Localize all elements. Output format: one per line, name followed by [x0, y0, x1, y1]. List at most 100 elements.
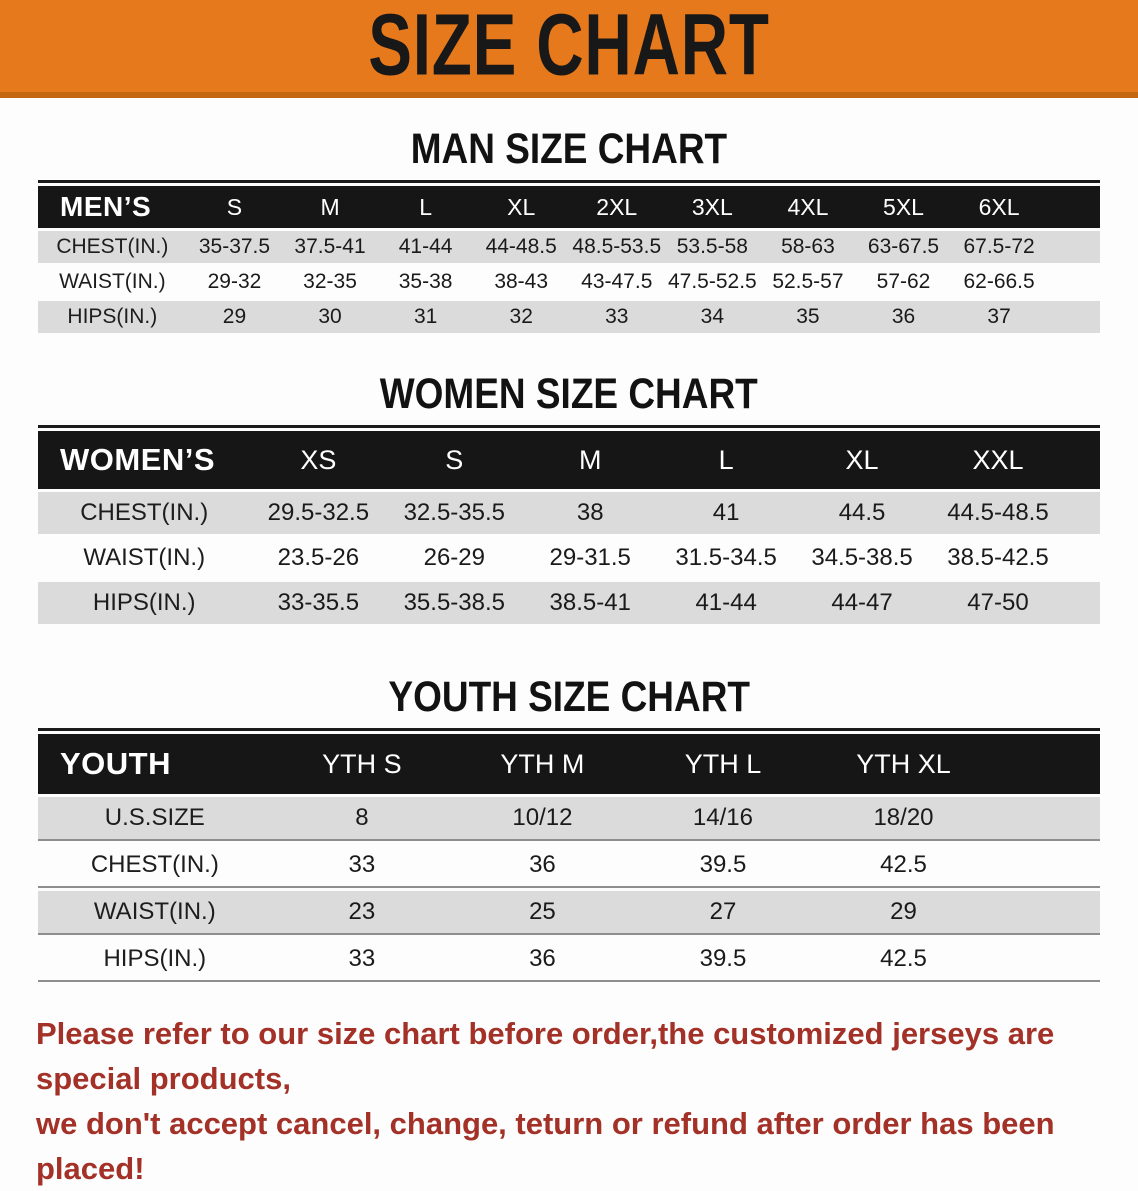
- table-cell: 14/16: [632, 797, 814, 841]
- size-column-header: XXL: [930, 431, 1066, 489]
- size-column-header: 2XL: [568, 186, 665, 228]
- table-cell: 29.5-32.5: [250, 492, 387, 534]
- row-label: WAIST(IN.): [83, 544, 206, 571]
- table-cell: 33-35.5: [250, 582, 387, 624]
- table-cell: 38-43: [494, 270, 549, 293]
- size-column-header: L: [377, 186, 474, 228]
- table-cell: 29-32: [207, 270, 262, 293]
- table-cell: 29-31.5: [549, 544, 631, 571]
- table-cell: 30: [282, 301, 378, 333]
- row-label: CHEST(IN.): [38, 492, 251, 534]
- table-cell: 23: [271, 891, 453, 935]
- table-row: CHEST(IN.) 29.5-32.5 32.5-35.5 38 41 44.…: [38, 492, 1100, 534]
- men-size-table: MEN’S S M L XL 2XL 3XL 4XL 5XL 6XL CHEST…: [38, 180, 1100, 336]
- table-cell: 36: [452, 938, 633, 982]
- table-cell: 44-47: [794, 582, 931, 624]
- table-cell: 62-66.5: [963, 270, 1035, 293]
- table-cell: 53.5-58: [664, 231, 761, 263]
- spacer-cell: [1065, 582, 1100, 624]
- spacer-cell: [993, 938, 1100, 982]
- table-cell: 39.5: [632, 844, 814, 888]
- size-column-header: 6XL: [951, 186, 1047, 228]
- table-header-row: MEN’S S M L XL 2XL 3XL 4XL 5XL 6XL: [38, 186, 1100, 228]
- table-cell: 31: [377, 301, 474, 333]
- table-cell: 33: [271, 938, 453, 982]
- row-label: U.S.SIZE: [38, 797, 272, 841]
- table-cell: 42.5: [813, 938, 994, 982]
- disclaimer: Please refer to our size chart before or…: [36, 1011, 1114, 1191]
- table-cell: 48.5-53.5: [568, 231, 665, 263]
- table-row: HIPS(IN.) 33 36 39.5 42.5: [38, 938, 1100, 982]
- size-column-header: YTH M: [452, 734, 633, 794]
- table-cell: 18/20: [813, 797, 994, 841]
- table-cell: 29: [186, 301, 283, 333]
- size-column-header: M: [522, 431, 659, 489]
- spacer-cell: [1046, 301, 1100, 333]
- spacer-cell: [993, 797, 1100, 841]
- table-cell: 52.5-57: [772, 270, 844, 293]
- table-cell: 47-50: [930, 582, 1066, 624]
- table-cell: 67.5-72: [951, 231, 1047, 263]
- size-column-header: 3XL: [664, 186, 761, 228]
- table-cell: 34.5-38.5: [811, 544, 913, 571]
- table-row: WAIST(IN.) 23 25 27 29: [38, 891, 1100, 935]
- row-label: WAIST(IN.): [38, 891, 272, 935]
- spacer-cell: [1047, 266, 1100, 298]
- table-cell: 37: [951, 301, 1047, 333]
- size-column-header: YTH S: [271, 734, 453, 794]
- table-cell: 31.5-34.5: [675, 544, 777, 571]
- section-title-women-text: WOMEN SIZE CHART: [379, 370, 758, 418]
- table-row: HIPS(IN.) 29 30 31 32 33 34 35 36 37: [38, 301, 1100, 333]
- table-cell: 35-37.5: [186, 231, 283, 263]
- size-column-header: YTH XL: [813, 734, 994, 794]
- section-title-men-text: MAN SIZE CHART: [410, 125, 728, 173]
- row-label: WAIST(IN.): [59, 270, 166, 293]
- spacer-cell: [1065, 492, 1100, 534]
- table-cell: 26-29: [423, 544, 485, 571]
- section-title-youth-text: YOUTH SIZE CHART: [388, 673, 750, 721]
- table-cell: 25: [452, 891, 633, 935]
- table-cell: 38.5-41: [522, 582, 659, 624]
- table-cell: 41-44: [377, 231, 474, 263]
- size-column-header: L: [658, 431, 795, 489]
- row-label: CHEST(IN.): [38, 844, 272, 888]
- spacer-cell: [1065, 431, 1100, 489]
- row-label: HIPS(IN.): [38, 301, 187, 333]
- table-cell: 57-62: [876, 270, 931, 293]
- table-cell: 36: [452, 844, 633, 888]
- table-row: CHEST(IN.) 35-37.5 37.5-41 41-44 44-48.5…: [38, 231, 1100, 263]
- table-cell: 36: [855, 301, 952, 333]
- table-cell: 44.5-48.5: [930, 492, 1066, 534]
- row-label: HIPS(IN.): [38, 582, 251, 624]
- size-column-header: XS: [250, 431, 387, 489]
- table-row: U.S.SIZE 8 10/12 14/16 18/20: [38, 797, 1100, 841]
- table-cell: 32-35: [303, 270, 357, 293]
- spacer-cell: [1046, 186, 1100, 228]
- size-column-header: WOMEN’S: [38, 431, 251, 489]
- table-cell: 10/12: [452, 797, 633, 841]
- table-cell: 32: [473, 301, 569, 333]
- table-cell: 39.5: [632, 938, 814, 982]
- table-cell: 23.5-26: [277, 544, 360, 571]
- disclaimer-line-1: Please refer to our size chart before or…: [36, 1016, 1055, 1096]
- table-header-row: YOUTH YTH S YTH M YTH L YTH XL: [38, 734, 1100, 794]
- table-cell: 35-38: [398, 270, 453, 293]
- table-cell: 44.5: [794, 492, 931, 534]
- section-title-youth: YOUTH SIZE CHART: [0, 673, 1138, 728]
- table-cell: 44-48.5: [473, 231, 569, 263]
- row-label: CHEST(IN.): [38, 231, 187, 263]
- table-cell: 41: [658, 492, 795, 534]
- table-cell: 37.5-41: [282, 231, 378, 263]
- table-row: CHEST(IN.) 33 36 39.5 42.5: [38, 844, 1100, 888]
- size-column-header: M: [282, 186, 378, 228]
- banner: SIZE CHART: [0, 0, 1138, 98]
- table-cell: 33: [271, 844, 453, 888]
- size-column-header: XL: [794, 431, 931, 489]
- table-cell: 34: [664, 301, 761, 333]
- size-column-header: YOUTH: [38, 734, 272, 794]
- table-cell: 35.5-38.5: [386, 582, 523, 624]
- table-cell: 32.5-35.5: [386, 492, 523, 534]
- size-column-header: YTH L: [632, 734, 814, 794]
- table-cell: 8: [271, 797, 453, 841]
- table-cell: 41-44: [658, 582, 795, 624]
